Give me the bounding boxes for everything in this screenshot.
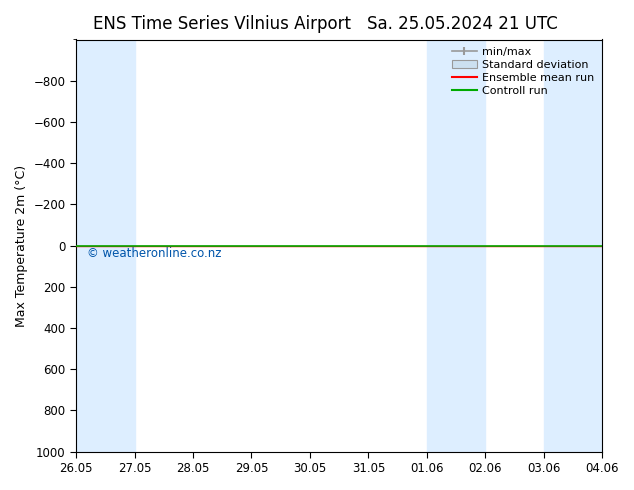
Legend: min/max, Standard deviation, Ensemble mean run, Controll run: min/max, Standard deviation, Ensemble me… [448,43,599,100]
Text: © weatheronline.co.nz: © weatheronline.co.nz [87,247,221,260]
Text: Sa. 25.05.2024 21 UTC: Sa. 25.05.2024 21 UTC [368,15,558,33]
Bar [76,40,134,452]
Bar [427,40,486,452]
Text: ENS Time Series Vilnius Airport: ENS Time Series Vilnius Airport [93,15,351,33]
Bar [544,40,602,452]
Y-axis label: Max Temperature 2m (°C): Max Temperature 2m (°C) [15,165,28,327]
